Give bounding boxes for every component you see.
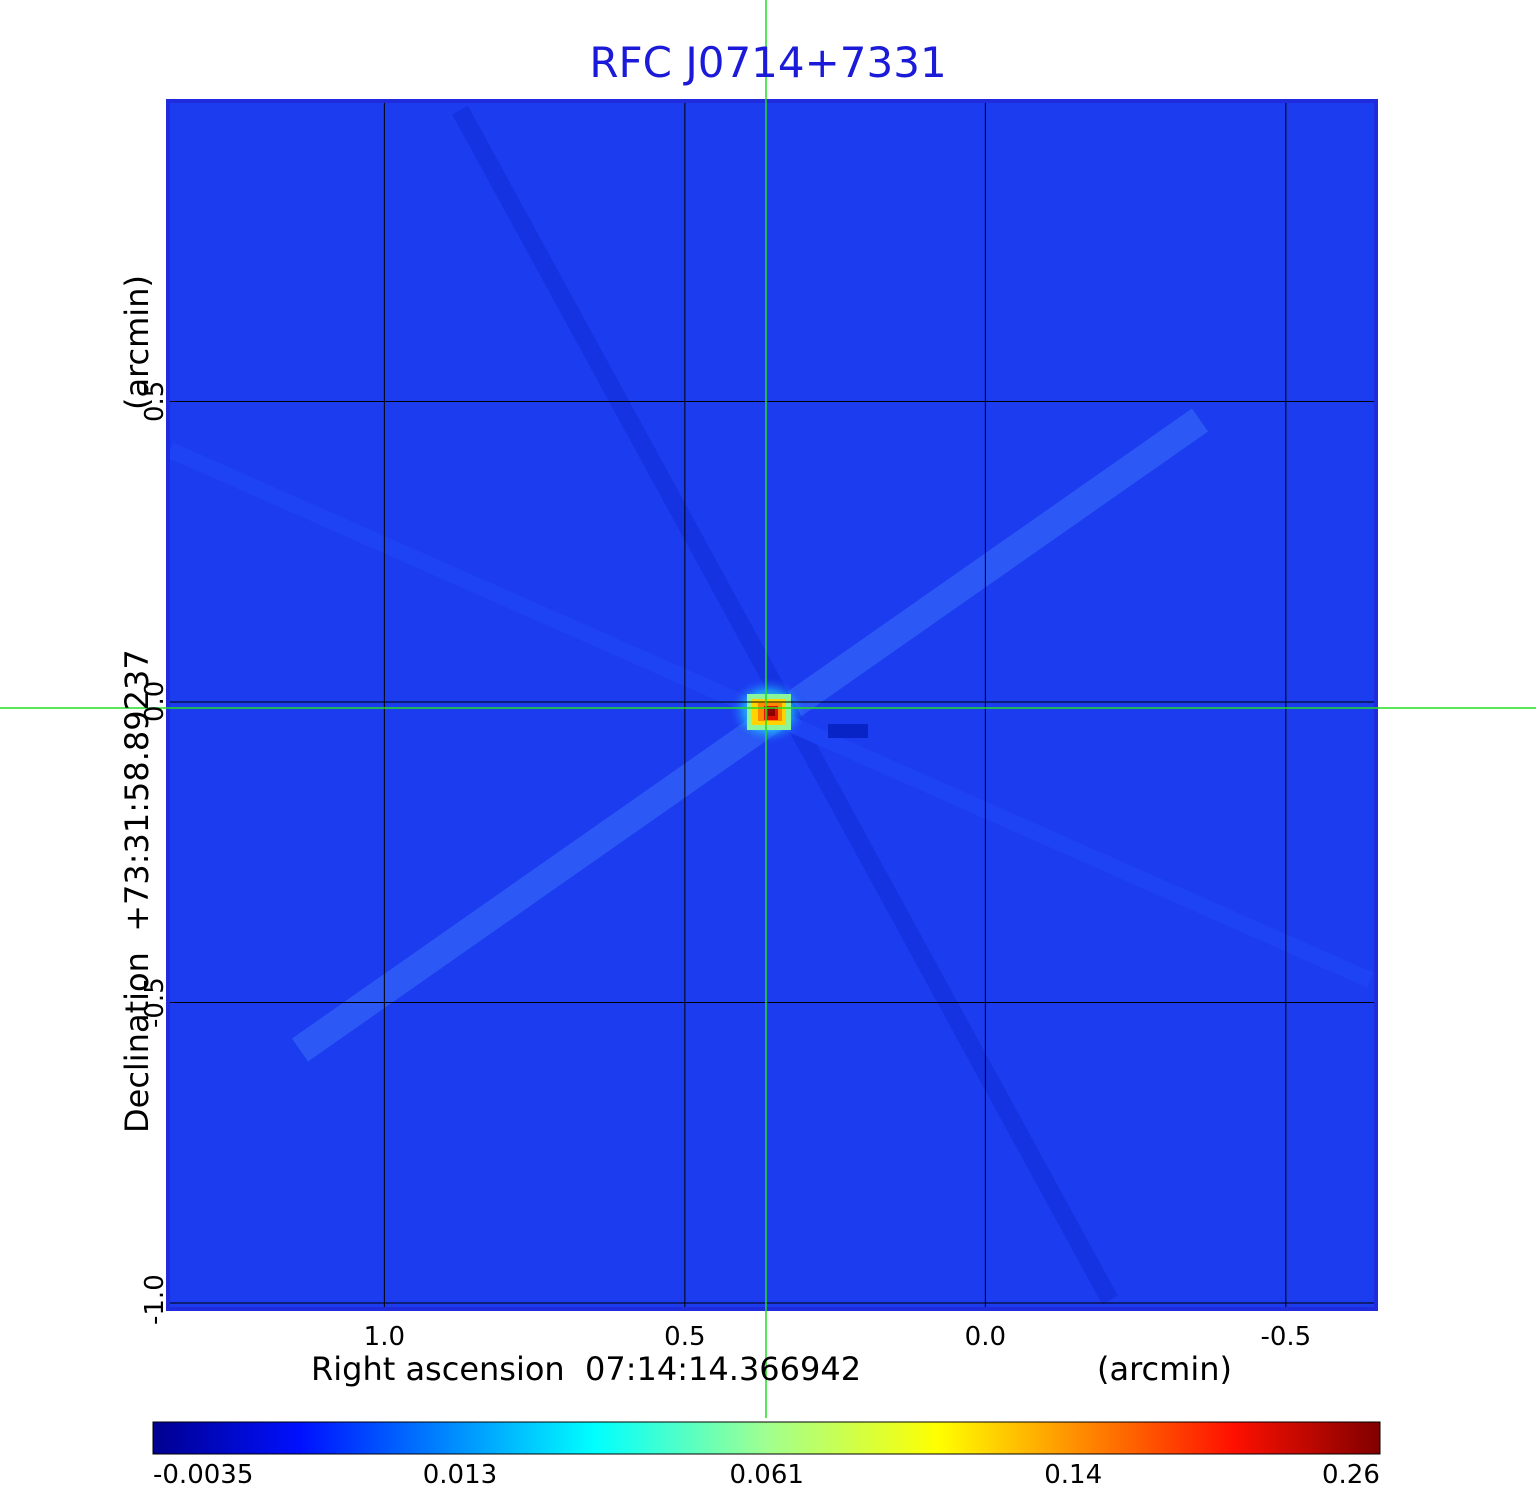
x-tick-label: 1.0 [363,1322,406,1352]
y-axis-label: Declination +73:31:58.89237 [118,649,156,1133]
y-axis-unit: (arcmin) [118,275,156,410]
colorbar-tick-label: 0.26 [1322,1460,1380,1490]
x-axis-label: Right ascension 07:14:14.366942 [311,1350,862,1388]
coordinate-grid [168,101,1376,1309]
chart-title: RFC J0714+7331 [589,38,947,87]
colorbar-tick-label: -0.0035 [153,1460,254,1490]
map-frame [166,99,1378,1311]
colorbar-tick-label: 0.013 [422,1460,498,1490]
x-tick-label: -0.5 [1260,1322,1312,1352]
bright-source [728,677,868,745]
x-tick-label: 0.5 [664,1322,706,1352]
colorbar [152,1421,1381,1455]
x-tick-label: 0.0 [964,1322,1007,1352]
y-tick-label: -1.0 [140,1274,170,1325]
x-axis-unit: (arcmin) [1097,1350,1232,1388]
colorbar-tick-label: 0.14 [1044,1460,1103,1490]
colorbar-tick-label: 0.061 [729,1460,804,1490]
